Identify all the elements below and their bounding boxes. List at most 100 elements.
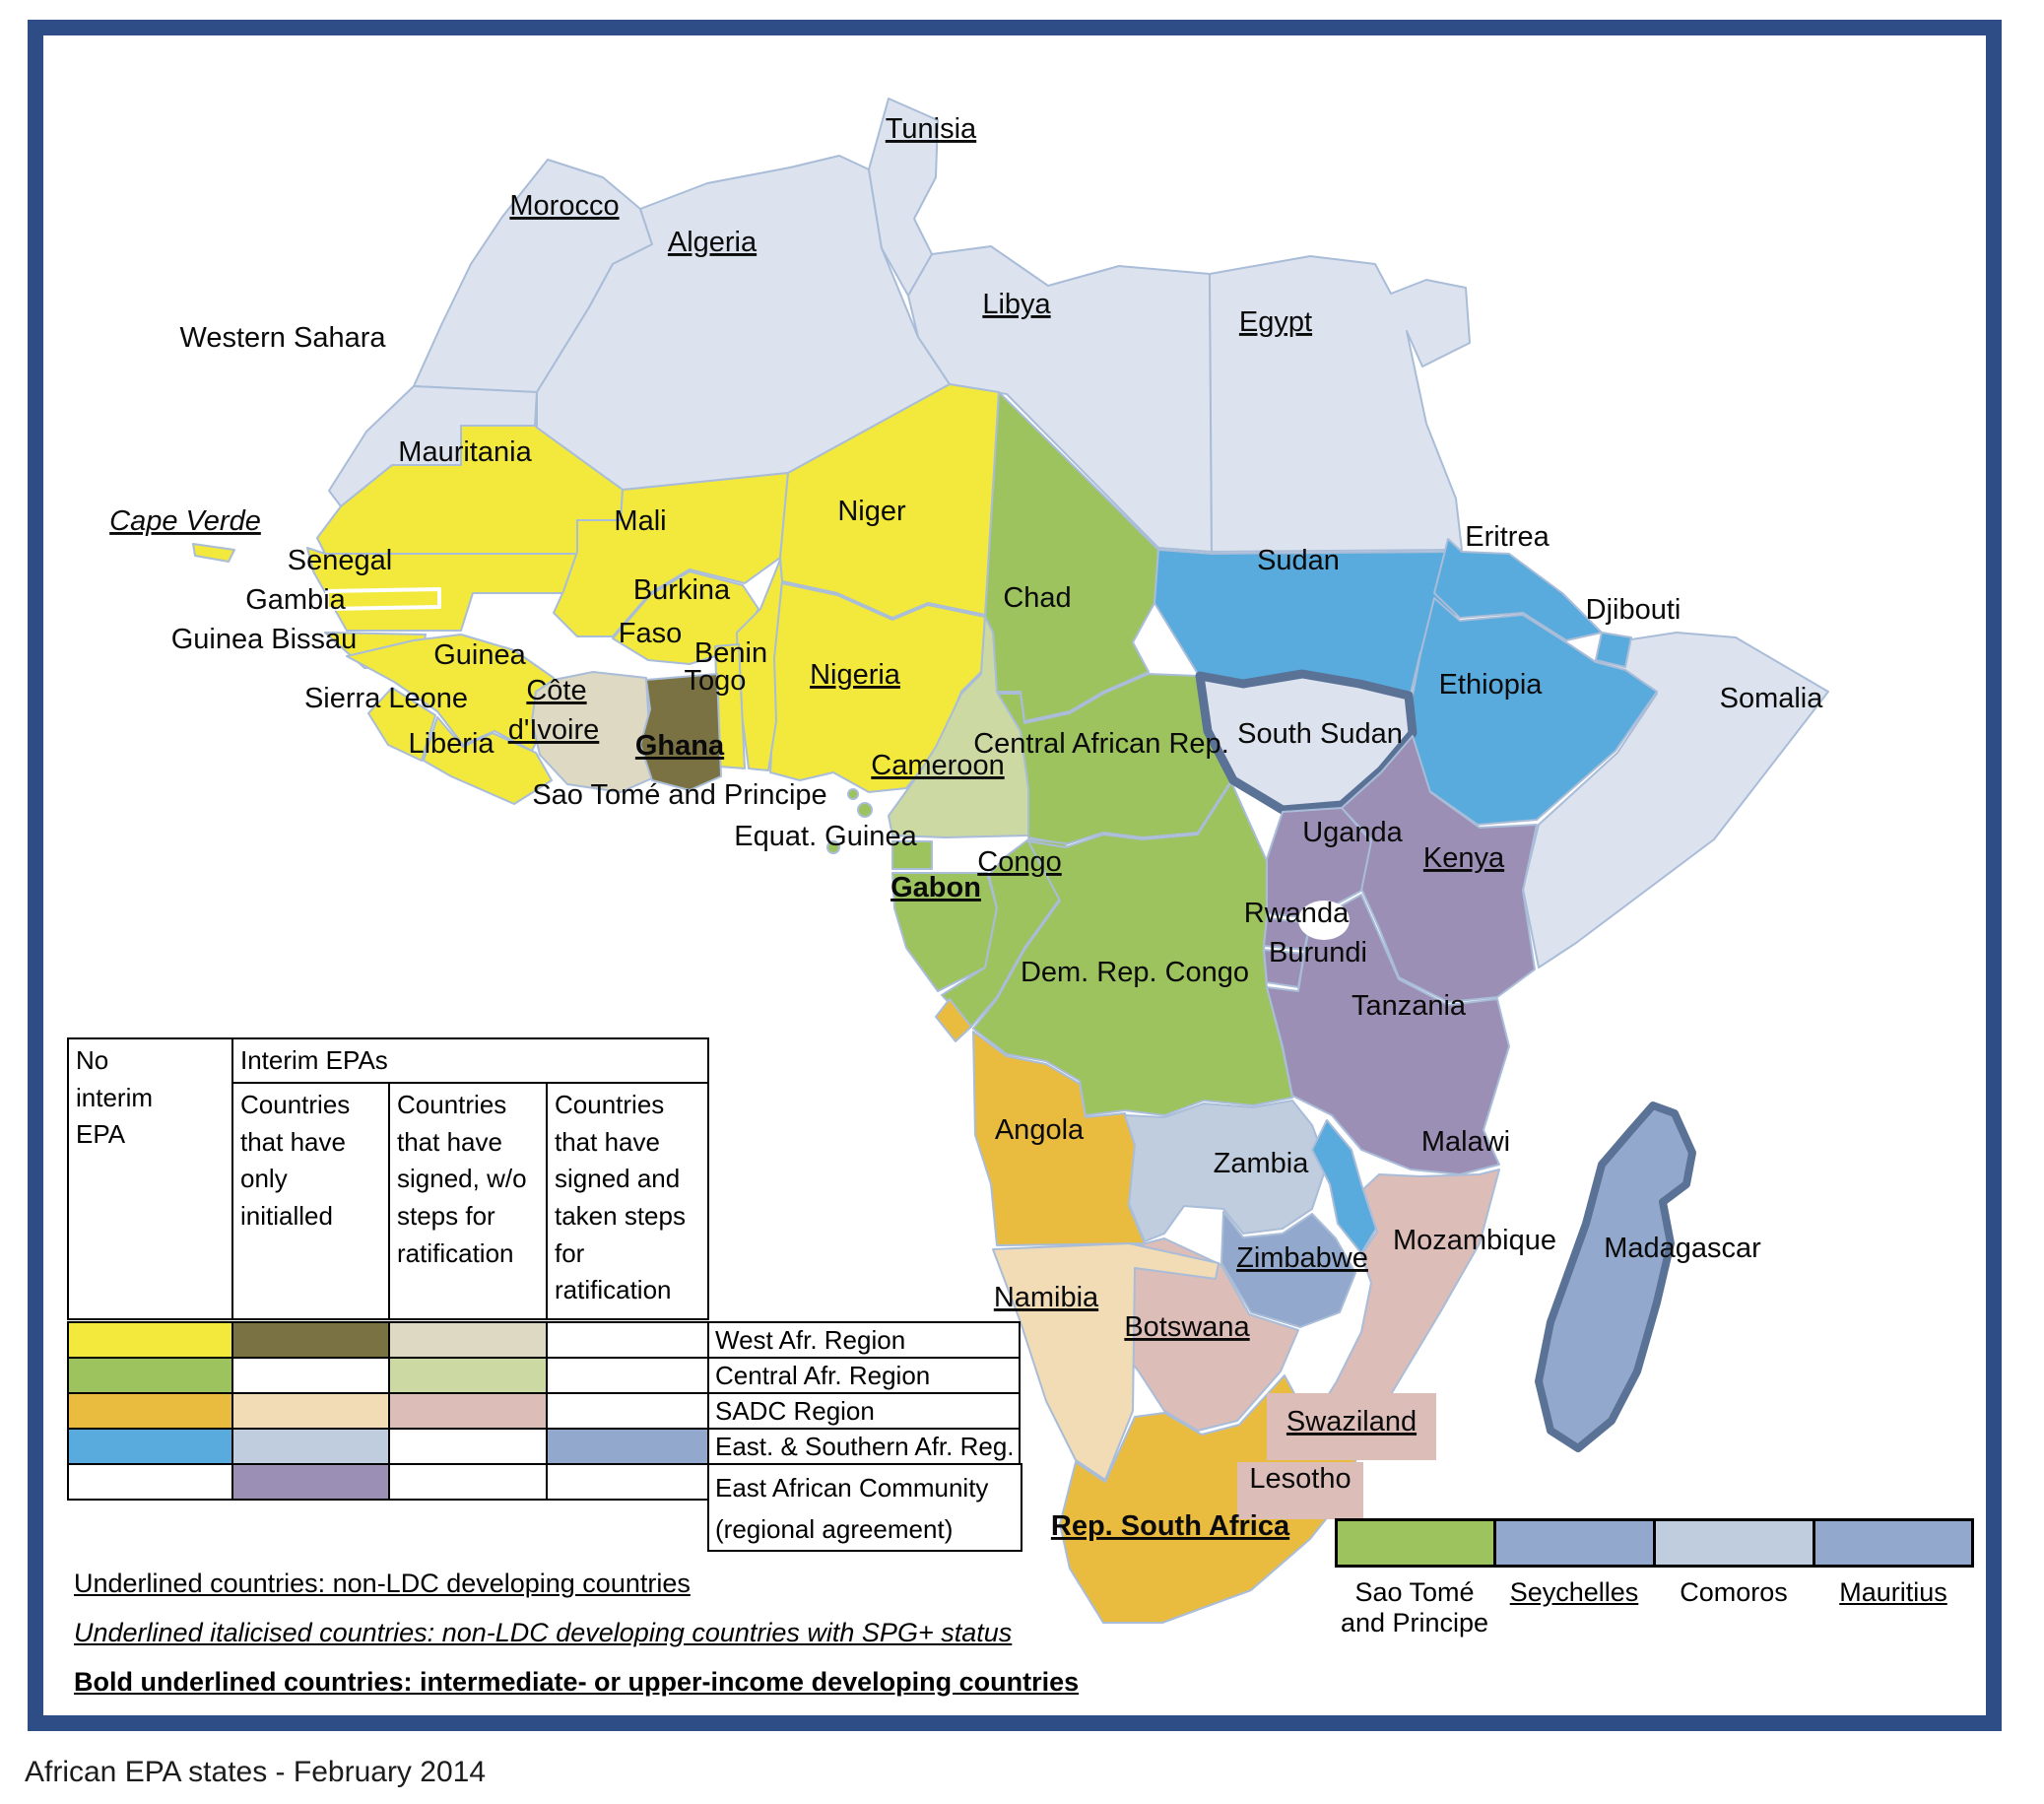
country-djibouti — [1595, 632, 1632, 668]
legend-col-header-signed-steps: Countries that have signed and taken ste… — [546, 1082, 709, 1320]
legend-swatch — [388, 1392, 548, 1430]
note-bold: Bold underlined countries: intermediate-… — [74, 1667, 1080, 1697]
legend-swatch — [231, 1392, 390, 1430]
country-label-libya: Libya — [982, 289, 1051, 320]
legend-swatch — [546, 1463, 709, 1501]
legend-no-epa-header: No interim EPA — [67, 1037, 233, 1320]
country-label-congo: Congo — [977, 846, 1061, 878]
country-label-cameroon: Cameroon — [871, 750, 1004, 781]
sao-tome-island — [826, 840, 840, 854]
legend-swatch — [231, 1428, 390, 1465]
legend-swatch — [231, 1357, 390, 1394]
country-label-gambia: Gambia — [245, 584, 346, 616]
country-label-lesotho: Lesotho — [1249, 1463, 1351, 1495]
country-label-benin: Benin — [694, 637, 767, 669]
legend-swatch — [67, 1428, 233, 1465]
country-label-kenya: Kenya — [1423, 842, 1505, 874]
country-equat-guinea — [891, 840, 933, 870]
country-label-gabon: Gabon — [890, 872, 981, 903]
legend-swatch — [388, 1357, 548, 1394]
country-label-tanzania: Tanzania — [1352, 990, 1467, 1022]
country-label-tunisia: Tunisia — [886, 113, 977, 145]
legend-col-header-initialled: Countries that have only initialled — [231, 1082, 390, 1320]
country-dem-rep-congo — [972, 781, 1293, 1116]
country-label-morocco: Morocco — [509, 190, 619, 222]
legend-swatch — [388, 1463, 548, 1501]
country-burkina-faso — [612, 570, 759, 665]
countries — [192, 98, 1829, 1624]
country-central-african-rep — [997, 673, 1232, 845]
country-mali — [553, 472, 789, 637]
country-label-chad: Chad — [1003, 582, 1071, 614]
legend-swatch — [67, 1321, 233, 1359]
country-liberia — [423, 716, 553, 805]
country-madagascar — [1535, 1102, 1696, 1452]
legend-swatch — [546, 1357, 709, 1394]
country-cape-verde — [192, 543, 235, 563]
country-label-mauritania: Mauritania — [398, 436, 532, 468]
country-malawi — [1311, 1119, 1377, 1254]
country-label-egypt: Egypt — [1239, 306, 1312, 338]
country-label-djibouti: Djibouti — [1586, 594, 1681, 626]
legend-row-label-eac: East African Community (regional agreeme… — [707, 1463, 1022, 1552]
country-label-faso: Faso — [619, 618, 682, 649]
country-ghana — [639, 673, 722, 791]
country-botswana — [1114, 1237, 1299, 1432]
country-sierra-leone — [367, 687, 436, 762]
legend-row-label-esa: East. & Southern Afr. Reg. — [707, 1428, 1021, 1465]
country-libya — [907, 245, 1213, 553]
country-label-liberia: Liberia — [408, 728, 495, 760]
country-label-botswana: Botswana — [1124, 1311, 1250, 1343]
country-label-zimbabwe: Zimbabwe — [1236, 1242, 1368, 1274]
country-label-zambia: Zambia — [1214, 1148, 1310, 1179]
country-labels: Tunisia Morocco Algeria Libya Egypt Western S… — [109, 113, 1823, 1542]
island-label-sao-tome: Sao Tomé and Principe — [1340, 1577, 1489, 1637]
country-cote-divoire — [531, 671, 653, 793]
country-label-cape-verde: Cape Verde — [109, 505, 261, 537]
country-gambia — [325, 587, 441, 611]
island-swatch-seychelles — [1493, 1518, 1656, 1568]
country-label-namibia: Namibia — [994, 1282, 1099, 1313]
lake-victoria — [1298, 901, 1350, 940]
country-label-cote: Côte — [526, 675, 586, 706]
legend-swatch — [67, 1357, 233, 1394]
country-tunisia — [868, 98, 939, 297]
country-cabinda — [935, 998, 972, 1042]
island-label-seychelles: Seychelles — [1509, 1577, 1639, 1607]
country-label-south-sudan: South Sudan — [1237, 718, 1403, 750]
country-label-madagascar: Madagascar — [1604, 1233, 1761, 1264]
country-label-ethiopia: Ethiopia — [1439, 669, 1544, 701]
country-label-equat-guinea: Equat. Guinea — [734, 821, 917, 852]
country-label-eritrea: Eritrea — [1465, 521, 1549, 553]
country-label-somalia: Somalia — [1720, 683, 1824, 714]
country-label-niger: Niger — [837, 496, 906, 527]
island-swatch-sao-tome — [1335, 1518, 1496, 1568]
legend-swatch — [231, 1321, 390, 1359]
legend-notes: Underlined countries: non-LDC developing… — [74, 1569, 1079, 1716]
legend-swatch — [546, 1428, 709, 1465]
legend-swatch — [388, 1321, 548, 1359]
country-label-rwanda: Rwanda — [1244, 898, 1350, 929]
country-label-mali: Mali — [614, 505, 666, 537]
country-label-guinea: Guinea — [433, 639, 526, 671]
country-zambia — [1124, 1100, 1328, 1242]
island-label-comoros: Comoros — [1680, 1577, 1788, 1607]
country-label-burkina: Burkina — [633, 574, 731, 606]
country-label-sierra-leone: Sierra Leone — [304, 683, 468, 714]
figure-caption: African EPA states - February 2014 — [25, 1756, 487, 1788]
country-label-angola: Angola — [995, 1114, 1085, 1146]
country-label-algeria: Algeria — [668, 227, 758, 258]
country-label-burundi: Burundi — [1269, 937, 1367, 969]
principe-island — [847, 788, 859, 800]
legend-swatch — [388, 1428, 548, 1465]
legend-row-label-central: Central Afr. Region — [707, 1357, 1021, 1394]
country-label-uganda: Uganda — [1302, 817, 1403, 848]
island-swatch-comoros — [1653, 1518, 1815, 1568]
country-label-dem-rep-congo: Dem. Rep. Congo — [1021, 957, 1249, 988]
country-label-swaziland: Swaziland — [1286, 1406, 1417, 1437]
country-label-ghana: Ghana — [635, 730, 725, 762]
country-label-central-african-rep: Central African Rep. — [973, 728, 1229, 760]
island-label-mauritius: Mauritius — [1839, 1577, 1947, 1607]
